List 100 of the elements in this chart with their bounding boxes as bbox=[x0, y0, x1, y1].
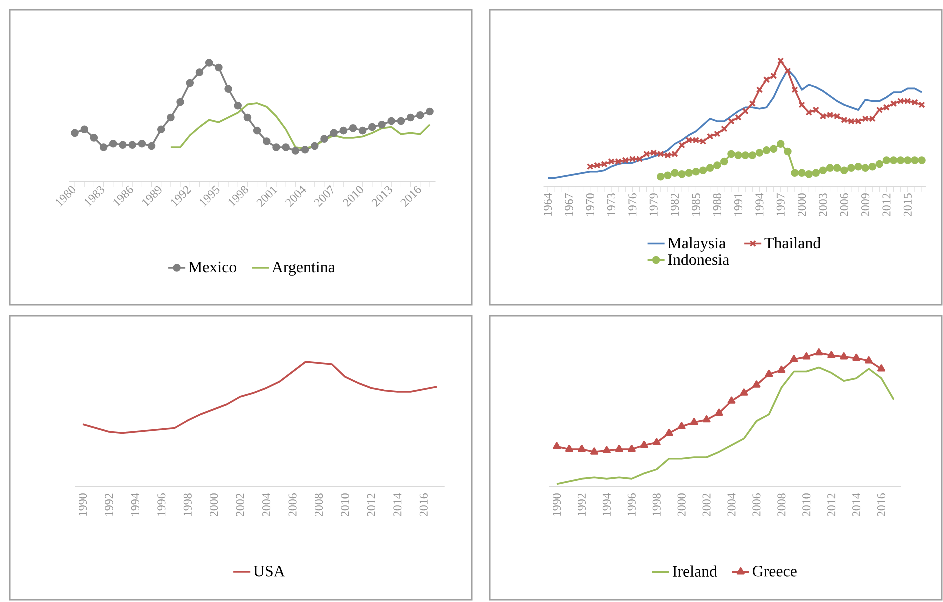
point bbox=[752, 380, 761, 388]
x-tick-label: 1973 bbox=[608, 194, 616, 216]
point bbox=[706, 164, 714, 172]
point bbox=[904, 156, 912, 164]
point bbox=[340, 126, 348, 135]
point bbox=[665, 428, 674, 436]
point bbox=[553, 442, 562, 450]
x-tick-label: 2000 bbox=[210, 494, 218, 517]
point bbox=[791, 169, 799, 178]
x-tick-label: 2012 bbox=[828, 494, 836, 517]
point bbox=[128, 141, 136, 149]
x-tick-label: 2014 bbox=[394, 493, 402, 517]
point bbox=[565, 444, 574, 452]
legend-label: Thailand bbox=[764, 237, 821, 249]
x-tick-label: 1998 bbox=[184, 494, 192, 516]
x-tick-label: 1992 bbox=[105, 494, 114, 516]
point bbox=[406, 114, 415, 122]
legend-label: Greece bbox=[752, 566, 797, 577]
point bbox=[805, 170, 813, 178]
x-tick-label: 2002 bbox=[236, 494, 244, 517]
x-tick-label: 2008 bbox=[778, 494, 786, 517]
point bbox=[397, 117, 406, 126]
point bbox=[918, 156, 926, 164]
point bbox=[828, 351, 836, 358]
point bbox=[234, 102, 242, 110]
point bbox=[862, 164, 870, 172]
point bbox=[868, 162, 877, 171]
point bbox=[798, 169, 806, 178]
point bbox=[148, 142, 156, 150]
point bbox=[812, 169, 820, 178]
legend-label: Argentina bbox=[272, 262, 336, 276]
point bbox=[320, 135, 328, 144]
x-tick-label: 2015 bbox=[904, 194, 912, 217]
point bbox=[770, 145, 778, 154]
x-tick-label: 1967 bbox=[565, 194, 574, 216]
point bbox=[699, 166, 708, 174]
point bbox=[349, 124, 358, 132]
point bbox=[792, 86, 798, 94]
point bbox=[263, 138, 271, 146]
x-tick-label: 2014 bbox=[852, 493, 861, 517]
point bbox=[784, 68, 792, 74]
point bbox=[749, 100, 756, 108]
point bbox=[628, 444, 636, 452]
point bbox=[167, 114, 175, 122]
point bbox=[826, 164, 834, 172]
point bbox=[715, 408, 724, 416]
x-tick-label: 1998 bbox=[652, 494, 661, 516]
point bbox=[852, 354, 861, 362]
x-tick-label: 1996 bbox=[628, 494, 636, 516]
x-tick-label: 1990 bbox=[78, 494, 88, 516]
x-tick-label: 1979 bbox=[650, 194, 658, 216]
point bbox=[740, 388, 748, 396]
point bbox=[138, 140, 146, 148]
point bbox=[678, 170, 686, 178]
point bbox=[100, 144, 108, 152]
point bbox=[196, 68, 204, 76]
point bbox=[798, 102, 806, 108]
x-tick-label: 2000 bbox=[678, 494, 686, 517]
x-tick-label: 1997 bbox=[776, 194, 785, 216]
point bbox=[742, 152, 750, 160]
legend-label: Indonesia bbox=[668, 254, 730, 266]
point bbox=[80, 126, 88, 134]
point bbox=[890, 156, 898, 164]
point bbox=[763, 76, 770, 84]
point bbox=[776, 140, 785, 148]
x-tick-label: 2000 bbox=[798, 194, 806, 217]
x-tick-label: 1996 bbox=[158, 494, 166, 516]
x-tick-label: 1991 bbox=[734, 194, 743, 216]
point bbox=[765, 370, 774, 378]
point bbox=[578, 444, 586, 452]
point bbox=[896, 156, 905, 164]
point bbox=[426, 108, 434, 116]
point bbox=[272, 144, 280, 152]
x-tick-label: 2004 bbox=[728, 493, 736, 517]
point bbox=[865, 356, 874, 364]
point bbox=[802, 352, 811, 360]
point bbox=[748, 152, 757, 160]
point bbox=[690, 418, 698, 426]
point bbox=[728, 396, 736, 404]
point bbox=[728, 118, 735, 125]
point bbox=[728, 150, 736, 158]
point bbox=[854, 162, 862, 171]
point bbox=[742, 108, 749, 115]
point bbox=[368, 123, 376, 132]
point bbox=[815, 348, 824, 356]
point bbox=[615, 444, 624, 452]
point bbox=[358, 126, 367, 135]
legend-label: USA bbox=[254, 566, 286, 577]
point bbox=[685, 169, 694, 178]
x-tick-label: 2008 bbox=[314, 494, 324, 517]
point bbox=[721, 126, 728, 132]
point bbox=[911, 156, 919, 164]
point bbox=[244, 114, 252, 122]
x-tick-label: 2006 bbox=[288, 494, 297, 517]
point bbox=[310, 142, 319, 150]
x-tick-label: 1982 bbox=[670, 194, 680, 216]
x-tick-label: 2006 bbox=[752, 494, 761, 517]
x-tick-label: 2016 bbox=[420, 494, 428, 517]
x-tick-label: 2012 bbox=[367, 494, 376, 517]
point bbox=[778, 366, 786, 374]
